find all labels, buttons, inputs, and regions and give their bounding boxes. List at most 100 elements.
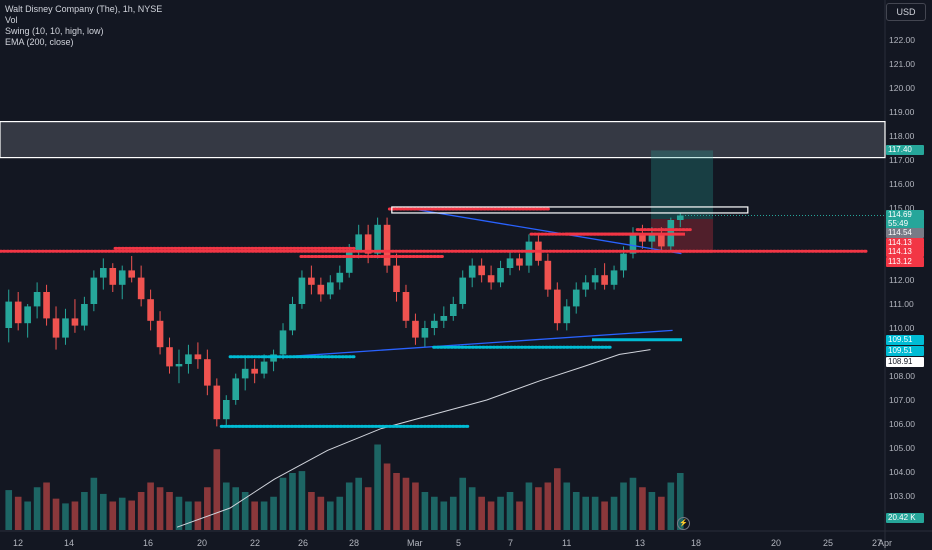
volume-bar: [487, 501, 495, 530]
volume-bar: [109, 501, 117, 530]
candle-body: [563, 306, 571, 324]
candle-body: [308, 277, 315, 285]
price-tag: 20.42 K: [886, 512, 924, 523]
trend-line: [283, 329, 673, 358]
volume-bar: [232, 487, 240, 530]
price-tick-label: 116.00: [889, 179, 915, 189]
time-tick-label: 20: [197, 538, 208, 548]
price-tick-label: 111.00: [889, 299, 914, 309]
candle-body: [24, 306, 31, 324]
price-tag: 114.54: [886, 228, 924, 239]
candle-body: [241, 368, 249, 379]
volume-bar: [175, 496, 183, 530]
lightning-icon[interactable]: ⚡: [677, 517, 690, 530]
candle-body: [71, 318, 79, 326]
candle-body: [336, 272, 344, 283]
candle-body: [676, 215, 684, 220]
volume-bar: [440, 501, 448, 530]
volume-bar: [525, 482, 533, 530]
volume-bar: [52, 498, 60, 530]
volume-bar: [128, 500, 135, 530]
volume-bar: [648, 492, 656, 530]
price-tick-label: 120.00: [889, 83, 915, 93]
volume-bar: [289, 473, 296, 530]
volume-bar: [194, 501, 202, 530]
time-tick-label: 22: [250, 538, 261, 548]
volume-bar: [279, 477, 287, 530]
volume-bar: [591, 496, 599, 530]
position-target-area: [651, 150, 714, 220]
volume-bar: [421, 492, 429, 530]
candle-body: [582, 282, 589, 290]
resistance-zone: [0, 120, 886, 159]
volume-bar: [582, 496, 589, 530]
range-box: [391, 206, 749, 214]
volume-bar: [260, 501, 268, 530]
time-tick-label: 12: [13, 538, 24, 548]
volume-bar: [620, 482, 627, 530]
price-tick-label: 115.00: [889, 203, 915, 213]
time-tick-label: 25: [823, 538, 834, 548]
volume-bar: [33, 487, 41, 530]
candle-body: [147, 299, 154, 321]
candle-body: [5, 301, 13, 328]
time-tick-label: 27: [872, 538, 883, 548]
candle-body: [374, 224, 381, 254]
candle-body: [194, 354, 202, 360]
candle-body: [544, 260, 552, 290]
candle-body: [525, 241, 533, 266]
volume-bar: [5, 490, 13, 530]
candle-body: [658, 234, 665, 247]
candle-body: [487, 275, 495, 283]
price-tick-label: 107.00: [889, 395, 915, 405]
candle-body: [232, 378, 240, 400]
volume-bar: [374, 444, 381, 530]
volume-bar: [676, 473, 684, 530]
candle-body: [128, 270, 135, 278]
volume-bar: [270, 496, 277, 530]
candle-body: [52, 318, 60, 338]
price-tick-label: 103.00: [889, 491, 915, 501]
volume-bar: [204, 487, 211, 530]
volume-bar: [610, 496, 618, 530]
candle-body: [251, 368, 258, 374]
volume-bar: [431, 496, 438, 530]
time-tick-label: Mar: [407, 538, 423, 548]
candle-body: [345, 251, 353, 273]
volume-bar: [213, 449, 221, 530]
volume-bar: [544, 482, 552, 530]
time-tick-label: 20: [771, 538, 782, 548]
candle-body: [166, 347, 173, 367]
volume-bar: [137, 492, 145, 530]
candle-body: [137, 277, 145, 300]
volume-bar: [185, 501, 192, 530]
volume-bar: [14, 496, 22, 530]
time-tick-label: 11: [562, 538, 572, 548]
candle-body: [412, 320, 419, 338]
candle-body: [629, 234, 637, 254]
candle-body: [298, 277, 306, 304]
volume-bar: [355, 477, 362, 530]
volume-bar: [317, 496, 325, 530]
candle-body: [601, 275, 608, 285]
candle-body: [383, 224, 391, 266]
candle-body: [100, 268, 107, 278]
price-tick-label: 118.00: [889, 131, 915, 141]
volume-bar: [298, 471, 306, 530]
volume-bar: [364, 487, 372, 530]
volume-bar: [572, 492, 580, 530]
candle-body: [260, 361, 268, 374]
candle-body: [62, 318, 69, 338]
price-tag: 109.51: [886, 345, 924, 356]
time-tick-label: 26: [298, 538, 309, 548]
volume-bar: [516, 501, 523, 530]
candle-body: [516, 258, 523, 266]
currency-button[interactable]: USD: [886, 3, 926, 21]
volume-bar: [478, 496, 485, 530]
volume-bar: [43, 482, 50, 530]
volume-bar: [554, 468, 561, 530]
price-tick-label: 105.00: [889, 443, 915, 453]
candle-body: [317, 284, 325, 295]
price-tag: 117.40: [886, 145, 924, 156]
